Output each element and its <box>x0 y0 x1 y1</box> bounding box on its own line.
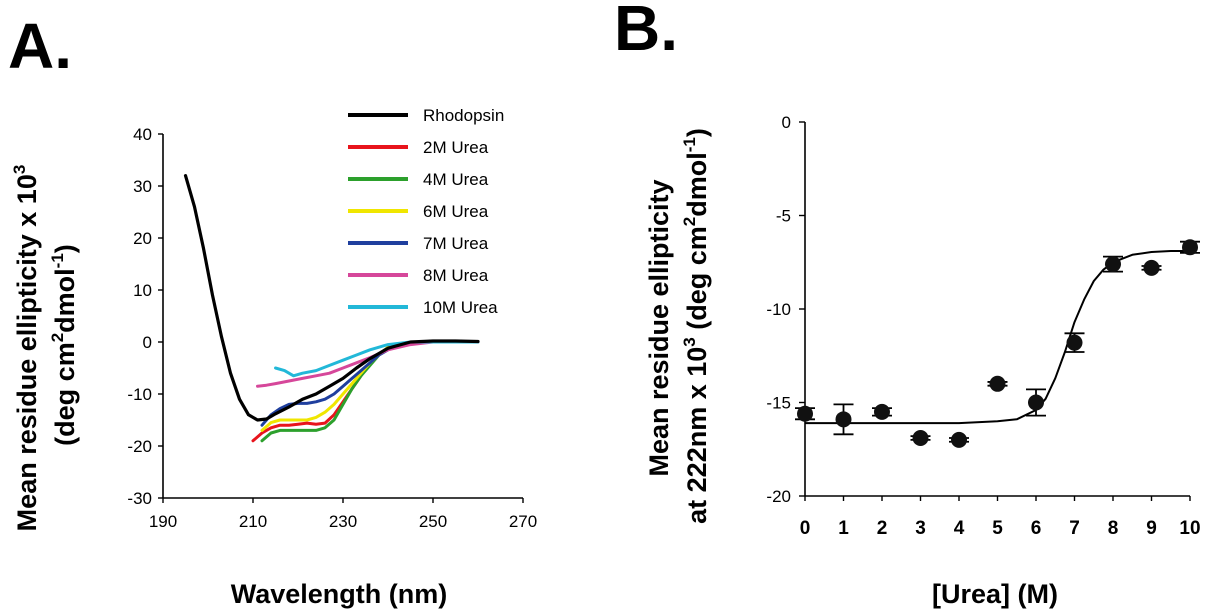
data-point <box>987 375 1008 392</box>
data-marker <box>912 430 929 447</box>
legend-label-4m-urea: 4M Urea <box>423 170 489 189</box>
chart-a-series <box>183 174 480 443</box>
chart-b-x-tick-label: 8 <box>1108 518 1119 539</box>
chart-b-x-tick-label: 4 <box>954 518 965 539</box>
chart-b-x-tick-label: 0 <box>800 518 811 539</box>
chart-a-x-axis-title: Wavelength (nm) <box>231 579 448 609</box>
data-marker <box>989 375 1006 392</box>
data-point <box>1141 259 1162 276</box>
fit-curve <box>805 250 1190 425</box>
chart-a: 40 30 20 10 0 -10 -20 -30 190 210 230 250 270 Rhodo… <box>10 106 537 609</box>
data-point <box>949 431 969 448</box>
legend-label-6m-urea: 6M Urea <box>423 202 489 221</box>
chart-b-y-axis-title-line2: at 222nm x 103 (deg cm2dmol-1) <box>680 128 712 524</box>
data-point <box>1026 388 1046 417</box>
data-point <box>1103 255 1123 273</box>
chart-a-y-axis-title-line1: Mean residue ellipticity x 103 <box>10 165 42 532</box>
chart-b-axes <box>804 122 1190 497</box>
data-marker <box>1182 239 1198 256</box>
chart-a-y-tick-label: -30 <box>127 489 152 508</box>
chart-b-x-tick-label: 7 <box>1069 518 1080 539</box>
chart-b-x-tick-label: 3 <box>915 518 926 539</box>
chart-b-x-tick-label: 2 <box>877 518 888 539</box>
chart-a-x-tick-label: 250 <box>419 512 447 531</box>
chart-b-y-axis-title-line1: Mean residue ellipticity <box>644 179 674 476</box>
data-point <box>795 405 815 422</box>
data-point <box>1064 332 1085 353</box>
chart-b-x-tick-label: 5 <box>992 518 1003 539</box>
chart-a-y-tick-label: 30 <box>133 177 152 196</box>
chart-b-points <box>795 239 1200 448</box>
chart-a-y-tick-label: 40 <box>133 125 152 144</box>
chart-b-y-tick-label: -20 <box>766 487 791 506</box>
chart-a-y-ticks: 40 30 20 10 0 -10 -20 -30 <box>127 125 163 508</box>
legend-label-7m-urea: 7M Urea <box>423 234 489 253</box>
chart-a-y-axis-units: (deg cm2dmol-1) <box>48 244 80 446</box>
legend-label-10m-urea: 10M Urea <box>423 298 498 317</box>
chart-a-y-tick-label: -20 <box>127 437 152 456</box>
chart-b-x-tick-label: 1 <box>838 518 849 539</box>
data-marker <box>1105 256 1121 273</box>
legend-label-rhodopsin: Rhodopsin <box>423 106 504 125</box>
data-point <box>833 403 854 436</box>
data-marker <box>951 431 967 448</box>
chart-a-y-axis-title-line2: (deg cm2dmol-1) <box>48 244 80 446</box>
chart-b-y-tick-label: -5 <box>776 207 791 226</box>
chart-a-x-tick-label: 230 <box>329 512 357 531</box>
chart-b-y-ticks: 0 -5 -10 -15 -20 <box>766 113 805 506</box>
chart-b-y-axis-title: Mean residue ellipticity <box>644 179 674 476</box>
legend-label-8m-urea: 8M Urea <box>423 266 489 285</box>
chart-a-y-tick-label: -10 <box>127 385 152 404</box>
chart-b-fit <box>805 250 1190 425</box>
data-marker <box>874 403 890 420</box>
chart-b-x-tick-label: 10 <box>1179 518 1200 539</box>
series-line-7m-urea <box>260 348 390 427</box>
data-point <box>910 430 931 447</box>
chart-b-y-tick-label: 0 <box>782 113 791 132</box>
chart-b: 0 -5 -10 -15 -20 0 1 2 3 4 5 6 7 8 9 10 [Urea] (M) Mea… <box>644 113 1201 609</box>
panel-label-a: A. <box>8 10 72 82</box>
data-marker <box>1143 259 1160 276</box>
data-marker <box>835 411 852 428</box>
data-marker <box>1066 334 1083 351</box>
chart-b-x-ticks: 0 1 2 3 4 5 6 7 8 9 10 <box>800 496 1201 539</box>
chart-b-y-tick-label: -10 <box>766 300 791 319</box>
data-marker <box>1028 394 1044 411</box>
chart-b-x-tick-label: 9 <box>1146 518 1157 539</box>
chart-b-x-axis-title: [Urea] (M) <box>932 579 1058 609</box>
chart-a-x-tick-label: 210 <box>239 512 267 531</box>
legend-label-2m-urea: 2M Urea <box>423 138 489 157</box>
panel-label-b: B. <box>614 0 678 64</box>
chart-a-y-tick-label: 20 <box>133 229 152 248</box>
chart-a-legend: Rhodopsin 2M Urea 4M Urea 6M Urea 7M Urea 8M … <box>348 106 504 317</box>
chart-b-x-tick-label: 6 <box>1031 518 1042 539</box>
chart-b-y-tick-label: -15 <box>766 394 791 413</box>
data-marker <box>797 405 813 422</box>
chart-a-y-axis-title: Mean residue ellipticity x 103 <box>10 165 42 532</box>
chart-a-x-ticks: 190 210 230 250 270 <box>149 498 537 531</box>
chart-a-y-tick-label: 10 <box>133 281 152 300</box>
chart-a-x-tick-label: 190 <box>149 512 177 531</box>
data-point <box>1180 239 1200 256</box>
series-line-4m-urea <box>260 345 390 443</box>
chart-a-y-tick-label: 0 <box>143 333 152 352</box>
chart-a-x-tick-label: 270 <box>509 512 537 531</box>
series-line-rhodopsin <box>183 174 480 422</box>
chart-b-y-axis-units: at 222nm x 103 (deg cm2dmol-1) <box>680 128 712 524</box>
data-point <box>872 403 892 420</box>
